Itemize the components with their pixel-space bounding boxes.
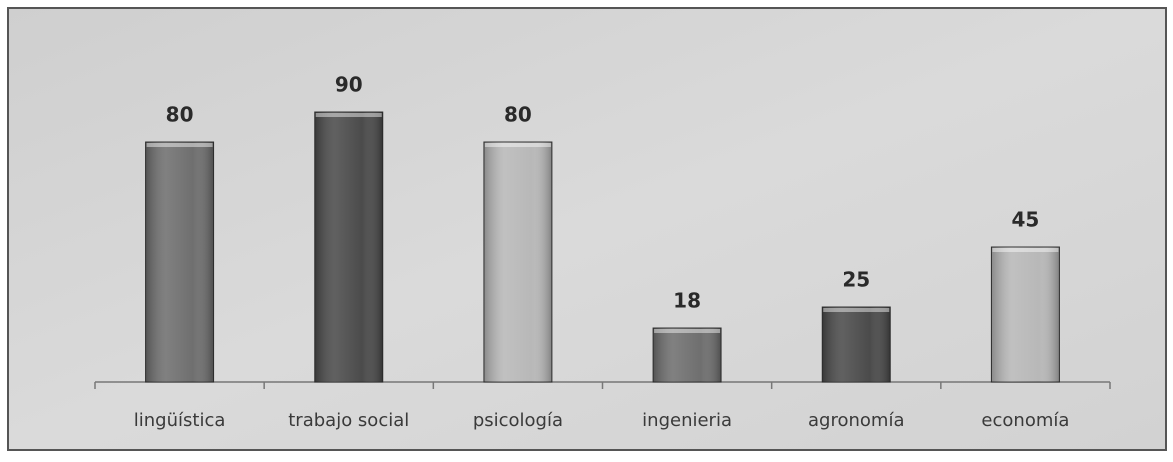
x-tick-label: lingüística: [134, 410, 226, 431]
x-tick-label: agronomía: [808, 410, 904, 431]
bar-shade: [991, 247, 1060, 382]
bar-bevel: [146, 143, 213, 147]
bar-shade: [483, 142, 552, 382]
bar-bevel: [992, 248, 1059, 252]
bar-shade: [653, 328, 722, 382]
bar-bevel: [315, 113, 382, 117]
data-label: 90: [335, 73, 363, 97]
bar-bevel: [654, 329, 721, 333]
data-label: 45: [1011, 208, 1039, 232]
x-tick-label: trabajo social: [288, 410, 409, 431]
x-tick-label: psicología: [473, 410, 563, 431]
bar-bevel: [484, 143, 551, 147]
data-label: 80: [166, 103, 194, 127]
data-label: 25: [842, 268, 870, 292]
bar-shade: [145, 142, 214, 382]
bar-shade: [314, 112, 383, 382]
bar-bevel: [823, 308, 890, 312]
bar-shade: [822, 307, 891, 382]
x-tick-label: economía: [981, 410, 1069, 431]
x-tick-label: ingenieria: [642, 410, 732, 431]
data-label: 18: [673, 289, 701, 313]
data-label: 80: [504, 103, 532, 127]
